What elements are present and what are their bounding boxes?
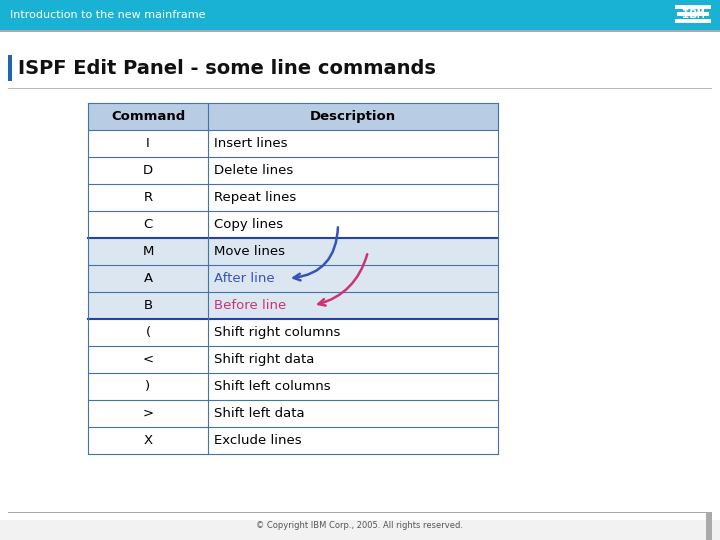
Text: <: < bbox=[143, 353, 153, 366]
Bar bbox=[706, 512, 712, 540]
Text: C: C bbox=[143, 218, 153, 231]
Point bbox=[494, 127, 503, 133]
Text: M: M bbox=[143, 245, 153, 258]
Point bbox=[84, 208, 92, 214]
Bar bbox=[88, 427, 498, 454]
Bar bbox=[88, 211, 498, 238]
Text: Shift left data: Shift left data bbox=[214, 407, 305, 420]
Bar bbox=[88, 130, 498, 157]
Text: Shift left columns: Shift left columns bbox=[214, 380, 330, 393]
Bar bbox=[677, 12, 709, 16]
Bar bbox=[88, 265, 498, 292]
Bar bbox=[88, 319, 498, 346]
Point bbox=[494, 100, 503, 106]
Bar bbox=[88, 103, 498, 130]
Text: Command: Command bbox=[111, 110, 185, 123]
Text: >: > bbox=[143, 407, 153, 420]
Point bbox=[84, 181, 92, 187]
Point bbox=[494, 451, 503, 457]
Bar bbox=[0, 30, 720, 31]
Bar bbox=[8, 88, 712, 89]
Bar bbox=[675, 5, 711, 9]
Text: Copy lines: Copy lines bbox=[214, 218, 283, 231]
Point bbox=[494, 289, 503, 295]
Point bbox=[204, 451, 212, 457]
Bar bbox=[8, 512, 712, 513]
Text: (: ( bbox=[145, 326, 150, 339]
Point bbox=[84, 316, 92, 322]
Point bbox=[494, 235, 503, 241]
Bar bbox=[8, 55, 12, 81]
Bar bbox=[88, 346, 498, 373]
Point bbox=[204, 100, 212, 106]
Text: Delete lines: Delete lines bbox=[214, 164, 293, 177]
Point bbox=[84, 235, 92, 241]
Text: ): ) bbox=[145, 380, 150, 393]
Bar bbox=[0, 0, 720, 30]
Point bbox=[84, 424, 92, 430]
Point bbox=[84, 397, 92, 403]
Point bbox=[494, 100, 503, 106]
Point bbox=[84, 127, 92, 133]
Text: After line: After line bbox=[214, 272, 274, 285]
Text: Insert lines: Insert lines bbox=[214, 137, 287, 150]
Point bbox=[84, 451, 92, 457]
Text: X: X bbox=[143, 434, 153, 447]
Bar bbox=[88, 400, 498, 427]
Text: R: R bbox=[143, 191, 153, 204]
Point bbox=[494, 316, 503, 322]
Bar bbox=[88, 373, 498, 400]
Point bbox=[84, 289, 92, 295]
Text: B: B bbox=[143, 299, 153, 312]
Point bbox=[84, 154, 92, 160]
Bar bbox=[88, 292, 498, 319]
Text: IBM: IBM bbox=[682, 9, 704, 22]
Bar bbox=[675, 19, 711, 23]
Bar bbox=[88, 184, 498, 211]
Point bbox=[494, 208, 503, 214]
Text: Exclude lines: Exclude lines bbox=[214, 434, 302, 447]
Point bbox=[494, 343, 503, 349]
Text: Shift right data: Shift right data bbox=[214, 353, 315, 366]
Text: ISPF Edit Panel - some line commands: ISPF Edit Panel - some line commands bbox=[18, 58, 436, 78]
Point bbox=[494, 181, 503, 187]
Point bbox=[84, 100, 92, 106]
Point bbox=[494, 370, 503, 376]
Text: Description: Description bbox=[310, 110, 396, 123]
Point bbox=[494, 262, 503, 268]
Text: © Copyright IBM Corp., 2005. All rights reserved.: © Copyright IBM Corp., 2005. All rights … bbox=[256, 522, 464, 530]
Text: Move lines: Move lines bbox=[214, 245, 285, 258]
Bar bbox=[88, 157, 498, 184]
Point bbox=[84, 370, 92, 376]
Text: A: A bbox=[143, 272, 153, 285]
Point bbox=[84, 100, 92, 106]
Point bbox=[84, 343, 92, 349]
Point bbox=[84, 262, 92, 268]
Point bbox=[494, 154, 503, 160]
Point bbox=[494, 424, 503, 430]
Text: D: D bbox=[143, 164, 153, 177]
Bar bbox=[88, 238, 498, 265]
Text: Shift right columns: Shift right columns bbox=[214, 326, 341, 339]
Point bbox=[494, 451, 503, 457]
Text: Repeat lines: Repeat lines bbox=[214, 191, 296, 204]
Point bbox=[494, 397, 503, 403]
Text: I: I bbox=[146, 137, 150, 150]
Text: Before line: Before line bbox=[214, 299, 287, 312]
Text: Introduction to the new mainframe: Introduction to the new mainframe bbox=[10, 10, 205, 20]
Point bbox=[84, 451, 92, 457]
